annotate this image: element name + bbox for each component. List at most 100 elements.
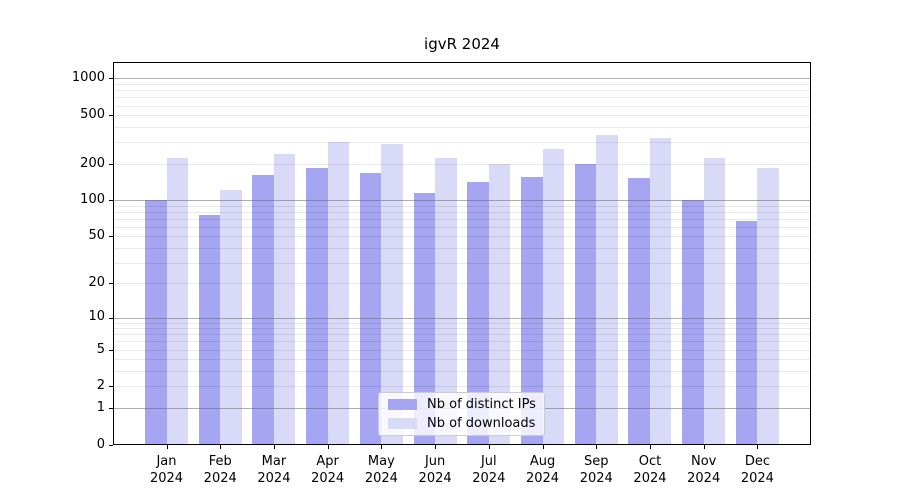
- x-tick-label: Dec 2024: [740, 454, 774, 486]
- gridline-minor: [113, 211, 811, 213]
- gridline-minor: [113, 97, 811, 99]
- x-tick-label: Mar 2024: [257, 454, 291, 486]
- gridline-minor: [113, 349, 811, 351]
- legend-label-distinct-ips: Nb of distinct IPs: [427, 396, 536, 412]
- bar-distinct-ips: [467, 181, 489, 445]
- gridline-minor: [113, 334, 811, 336]
- bar-distinct-ips: [145, 199, 167, 445]
- gridline-minor: [113, 386, 811, 388]
- bar-distinct-ips: [574, 164, 597, 445]
- bar-downloads: [435, 158, 457, 445]
- y-tick-label: 200: [80, 155, 105, 171]
- y-tick-mark: [109, 283, 113, 285]
- legend-label-downloads: Nb of downloads: [427, 415, 536, 431]
- y-tick-mark: [109, 349, 113, 351]
- bar-downloads: [757, 167, 779, 445]
- bar-downloads: [703, 158, 726, 445]
- legend-swatch-downloads: [388, 418, 417, 429]
- bar-downloads: [327, 142, 350, 445]
- x-tick-label: Aug 2024: [525, 454, 560, 486]
- y-tick-label: 50: [88, 228, 105, 244]
- y-tick-mark: [109, 317, 113, 319]
- plot-area: [113, 62, 811, 445]
- x-tick-mark: [650, 445, 651, 449]
- gridline-minor: [113, 163, 811, 165]
- legend-swatch-distinct-ips: [388, 399, 417, 410]
- y-tick-mark: [109, 236, 113, 238]
- y-tick-mark: [109, 386, 113, 388]
- gridline-minor: [113, 126, 811, 128]
- bar-distinct-ips: [359, 173, 382, 445]
- bar-distinct-ips: [252, 175, 274, 445]
- gridline-minor: [113, 226, 811, 228]
- y-tick-label: 1000: [71, 70, 105, 86]
- bar-distinct-ips: [306, 167, 328, 445]
- legend-row-distinct-ips: Nb of distinct IPs: [388, 396, 536, 412]
- x-tick-label: May 2024: [364, 454, 398, 486]
- x-tick-mark: [488, 445, 490, 449]
- y-tick-label: 5: [96, 341, 105, 357]
- x-tick-label: Feb 2024: [203, 454, 237, 486]
- gridline-minor: [113, 359, 811, 361]
- bar-downloads: [488, 164, 511, 445]
- gridline-minor: [113, 142, 811, 144]
- gridline-minor: [113, 90, 811, 92]
- chart-title: igvR 2024: [424, 35, 500, 53]
- x-tick-mark: [703, 445, 705, 449]
- x-tick-label: Sep 2024: [579, 454, 613, 486]
- bar-distinct-ips: [198, 215, 221, 445]
- y-tick-label: 20: [88, 275, 105, 291]
- y-tick-label: 2: [96, 378, 105, 394]
- bar-downloads: [596, 134, 618, 445]
- bar-distinct-ips: [682, 199, 704, 445]
- y-tick-label: 10: [88, 309, 105, 325]
- gridline-minor: [113, 322, 811, 324]
- gridline-minor: [113, 105, 811, 107]
- gridline-minor: [113, 247, 811, 249]
- y-tick-label: 0: [96, 436, 105, 452]
- gridline-minor: [113, 236, 811, 238]
- gridline-major: [113, 317, 811, 319]
- bar-distinct-ips: [413, 192, 436, 445]
- gridline-minor: [113, 262, 811, 264]
- x-tick-mark: [381, 445, 383, 449]
- gridline-minor: [113, 115, 811, 117]
- x-tick-label: Jul 2024: [472, 454, 506, 486]
- y-tick-mark: [109, 115, 113, 117]
- x-tick-label: Jun 2024: [418, 454, 452, 486]
- x-tick-mark: [327, 445, 329, 449]
- x-tick-mark: [435, 445, 437, 449]
- x-tick-label: Apr 2024: [311, 454, 345, 486]
- gridline-minor: [113, 205, 811, 207]
- gridline-minor: [113, 84, 811, 85]
- bar-distinct-ips: [628, 178, 650, 445]
- gridline-major: [113, 78, 811, 80]
- legend: Nb of distinct IPs Nb of downloads: [378, 392, 545, 436]
- x-tick-mark: [220, 445, 222, 449]
- grid-layer: [113, 62, 811, 445]
- x-tick-label: Nov 2024: [687, 454, 721, 486]
- gridline-minor: [113, 328, 811, 330]
- bar-downloads: [649, 137, 672, 445]
- y-tick-label: 100: [80, 191, 105, 207]
- x-tick-label: Jan 2024: [149, 454, 184, 486]
- bar-downloads: [273, 153, 296, 445]
- bar-downloads: [542, 148, 565, 445]
- x-tick-mark: [166, 445, 168, 449]
- x-tick-mark: [542, 445, 544, 449]
- bar-distinct-ips: [521, 177, 543, 445]
- gridline-minor: [113, 218, 811, 220]
- gridline-major: [113, 200, 811, 201]
- gridline-minor: [113, 283, 811, 285]
- x-tick-mark: [596, 445, 598, 449]
- y-tick-mark: [109, 163, 113, 165]
- x-tick-mark: [757, 445, 759, 449]
- y-tick-label: 1: [96, 399, 105, 415]
- gridline-minor: [113, 371, 811, 372]
- y-tick-mark: [109, 200, 113, 201]
- bar-distinct-ips: [735, 220, 758, 445]
- legend-row-downloads: Nb of downloads: [388, 415, 536, 431]
- y-tick-mark: [109, 444, 113, 446]
- y-tick-mark: [109, 78, 113, 80]
